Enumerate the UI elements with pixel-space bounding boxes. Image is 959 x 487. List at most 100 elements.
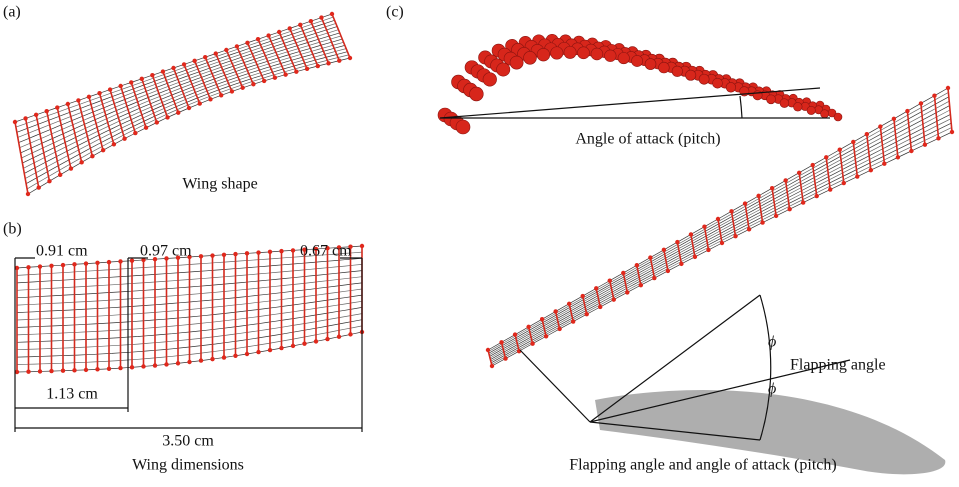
rib-node	[49, 369, 53, 373]
wing-rib	[921, 103, 925, 144]
rib-node	[571, 319, 575, 323]
rib-node	[530, 342, 534, 346]
rib-node	[122, 136, 126, 140]
rib-node	[187, 106, 191, 110]
rib-node	[79, 160, 83, 164]
rib-node	[235, 44, 239, 48]
rib-node	[905, 109, 909, 113]
rib-node	[865, 132, 869, 136]
wing-rib	[907, 111, 911, 151]
figure: (a) Wing shape (b) 0.91 cm 0.97 cm 0.67 …	[0, 0, 959, 487]
rib-node	[72, 262, 76, 266]
rib-node	[95, 261, 99, 265]
rib-node	[797, 171, 801, 175]
rib-node	[97, 91, 101, 95]
section-node	[618, 52, 629, 63]
rib-node	[84, 261, 88, 265]
rib-node	[49, 264, 53, 268]
section-node	[577, 47, 589, 59]
wing-strand	[492, 132, 952, 366]
rib-node	[760, 220, 764, 224]
rib-node	[266, 33, 270, 37]
rib-node	[288, 26, 292, 30]
rib-node	[199, 358, 203, 362]
rib-node	[702, 225, 706, 229]
rib-node	[107, 260, 111, 264]
rib-node	[76, 98, 80, 102]
rib-node	[319, 15, 323, 19]
rib-node	[503, 356, 507, 360]
rib-node	[932, 94, 936, 98]
section-node	[820, 110, 828, 118]
rib-node	[689, 232, 693, 236]
rib-node	[316, 64, 320, 68]
section-node	[551, 47, 564, 60]
rib-node	[277, 30, 281, 34]
section-node	[591, 48, 603, 60]
rib-node	[210, 253, 214, 257]
wing-rib	[163, 72, 178, 113]
rib-node	[811, 163, 815, 167]
rib-node	[107, 367, 111, 371]
rib-node	[133, 131, 137, 135]
panel-label: (b)	[3, 221, 22, 238]
rib-node	[251, 82, 255, 86]
rib-node	[923, 142, 927, 146]
rib-node	[283, 72, 287, 76]
rib-node	[240, 86, 244, 90]
rib-node	[743, 201, 747, 205]
rib-node	[337, 335, 341, 339]
wing-rib	[184, 64, 200, 103]
rib-node	[26, 265, 30, 269]
section-node	[604, 50, 616, 62]
section-node	[672, 66, 683, 77]
rib-node	[268, 348, 272, 352]
rib-node	[23, 116, 27, 120]
rib-node	[108, 87, 112, 91]
rib-node	[37, 185, 41, 189]
rib-node	[594, 286, 598, 290]
caption: Wing shape	[182, 176, 257, 193]
rib-node	[787, 207, 791, 211]
section-node	[456, 120, 470, 134]
rib-node	[337, 58, 341, 62]
rib-node	[842, 181, 846, 185]
panel-label: (c)	[386, 4, 404, 21]
rib-node	[305, 67, 309, 71]
section-node	[470, 87, 484, 101]
wing-strand	[22, 36, 342, 158]
rib-node	[69, 166, 73, 170]
rib-node	[176, 361, 180, 365]
dimension-label: 1.13 cm	[46, 386, 98, 403]
rib-node	[499, 340, 503, 344]
wing-rib	[935, 96, 939, 139]
rib-node	[950, 130, 954, 134]
rib-node	[13, 120, 17, 124]
rib-node	[233, 252, 237, 256]
rib-node	[214, 51, 218, 55]
rib-node	[693, 255, 697, 259]
rib-node	[245, 251, 249, 255]
rib-node	[273, 75, 277, 79]
section-node	[537, 48, 550, 61]
rib-node	[199, 254, 203, 258]
section-node	[686, 70, 696, 80]
rib-node	[621, 271, 625, 275]
rib-node	[567, 302, 571, 306]
wing-rib	[152, 75, 167, 117]
dimension-label: 0.67 cm	[300, 243, 352, 260]
rib-node	[291, 248, 295, 252]
rib-node	[581, 294, 585, 298]
rib-node	[87, 95, 91, 99]
wing-strand	[19, 27, 337, 143]
rib-node	[130, 365, 134, 369]
wing-rib	[195, 61, 211, 100]
rib-node	[855, 174, 859, 178]
wing-rib	[15, 122, 28, 194]
wing-rib	[47, 111, 61, 175]
rib-node	[224, 48, 228, 52]
rib-node	[208, 97, 212, 101]
rib-node	[314, 339, 318, 343]
rib-node	[140, 77, 144, 81]
rib-node	[486, 348, 490, 352]
